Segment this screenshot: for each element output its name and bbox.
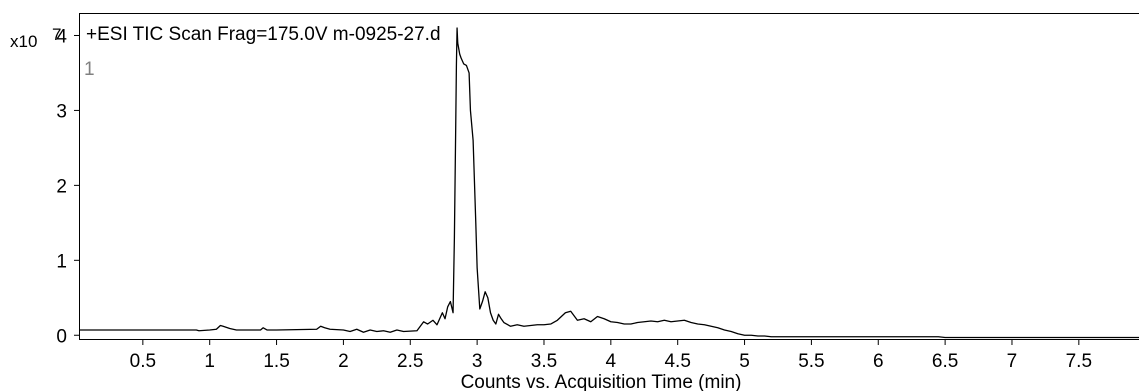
chart-title: +ESI TIC Scan Frag=175.0V m-0925-27.d xyxy=(86,24,441,45)
x-ticks: 0.5 1 1.5 2 2.5 3 3.5 4 4.5 5 5.5 6 6.5 7 7.5 xyxy=(130,339,1092,372)
x-tick-label: 0.5 xyxy=(130,351,156,372)
x-tick-label: 6.5 xyxy=(932,351,958,372)
series-layer xyxy=(80,27,1139,339)
x-tick-label: 2 xyxy=(338,351,349,372)
y-scale-base: x10 xyxy=(10,32,37,51)
y-scale-exponent: 7 xyxy=(52,25,61,44)
x-tick-label: 7.5 xyxy=(1066,351,1092,372)
y-tick-label: 1 xyxy=(56,251,67,272)
x-axis-label: Counts vs. Acquisition Time (min) xyxy=(461,372,742,391)
x-tick-label: 7 xyxy=(1007,351,1018,372)
y-tick-label: 0 xyxy=(56,326,67,347)
y-tick-label: 2 xyxy=(56,176,67,197)
x-tick-label: 3 xyxy=(472,351,483,372)
x-tick-label: 6 xyxy=(873,351,884,372)
y-ticks: 0 1 2 3 4 xyxy=(56,26,80,347)
tic-series-line xyxy=(80,27,1139,339)
x-tick-label: 5.5 xyxy=(798,351,824,372)
y-tick-label: 3 xyxy=(56,101,67,122)
x-tick-label: 3.5 xyxy=(531,351,557,372)
x-tick-label: 4.5 xyxy=(664,351,690,372)
plot-frame xyxy=(79,13,1139,340)
x-tick-label: 2.5 xyxy=(397,351,423,372)
x-tick-label: 1.5 xyxy=(263,351,289,372)
x-tick-label: 4 xyxy=(606,351,617,372)
y-tick-label: 4 xyxy=(56,26,67,47)
y-scale-label: x10 7 xyxy=(10,25,61,51)
x-tick-label: 1 xyxy=(204,351,215,372)
panel-index-label: 1 xyxy=(84,59,95,80)
x-tick-label: 5 xyxy=(739,351,750,372)
